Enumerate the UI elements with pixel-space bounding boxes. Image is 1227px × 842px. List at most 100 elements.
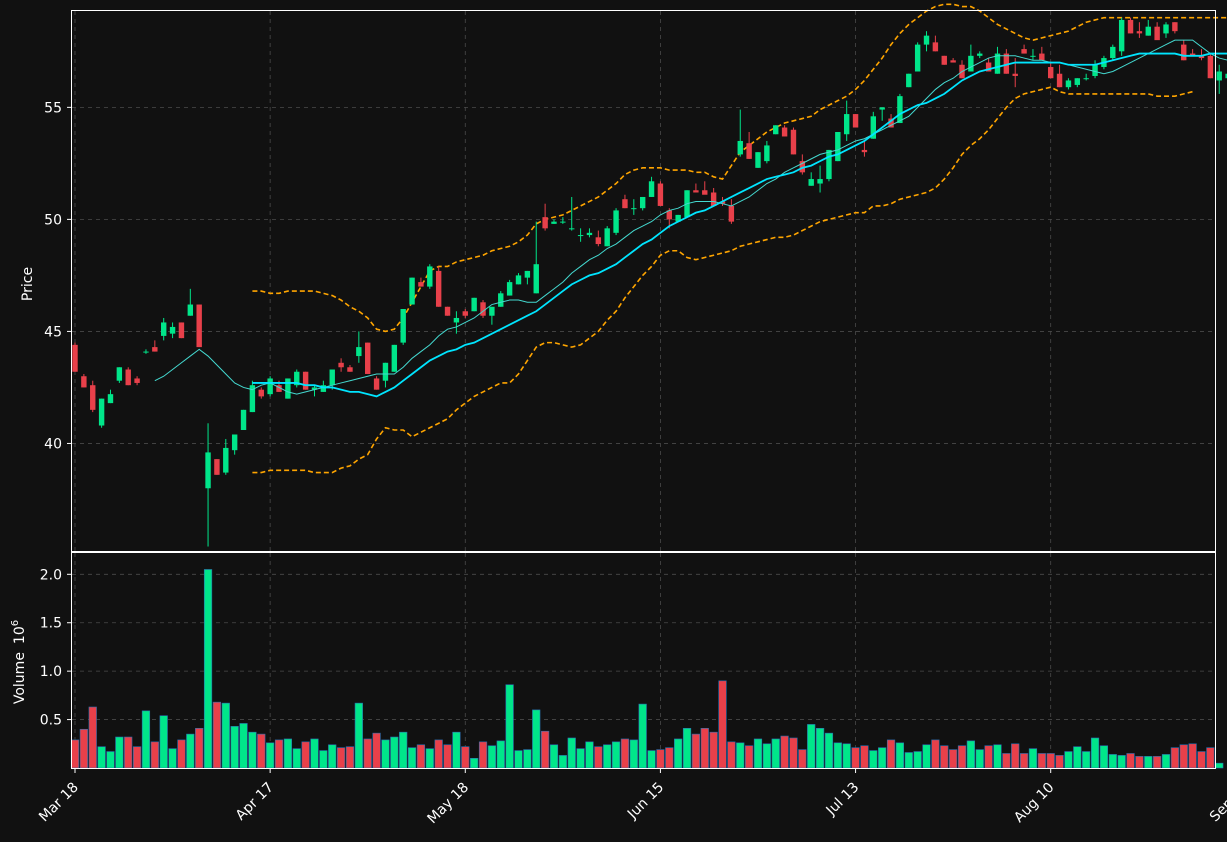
candle-body — [391, 344, 398, 372]
volume-bar — [372, 732, 381, 769]
candle-body — [1030, 55, 1036, 57]
candle — [72, 342, 78, 372]
candle-body — [134, 378, 140, 383]
candle-body — [223, 447, 229, 473]
volume-bar — [132, 746, 142, 769]
candle — [1163, 22, 1169, 38]
candle — [897, 93, 903, 124]
candle-body — [755, 152, 761, 168]
volume-bar — [195, 727, 204, 769]
volume-bar — [1002, 753, 1011, 769]
volume-bar — [736, 742, 745, 769]
candle — [329, 369, 335, 390]
volume-panel-frame — [71, 552, 1216, 769]
candle — [1198, 49, 1205, 61]
volume-axis-label: Volume 106 — [10, 620, 28, 704]
candle — [648, 176, 655, 197]
candle-body — [781, 127, 788, 137]
candle-body — [1065, 80, 1072, 88]
volume-bar — [878, 747, 887, 769]
candle-body — [1021, 49, 1027, 54]
candle-body — [897, 96, 903, 124]
candle — [773, 125, 779, 135]
candle-body — [231, 434, 238, 451]
volume-bar — [221, 702, 230, 769]
volume-tick-label: 0.5 — [40, 713, 62, 729]
candle — [382, 362, 389, 388]
candle-body — [693, 190, 699, 193]
candle — [435, 266, 442, 307]
moving-average-long-line — [252, 52, 1227, 398]
price-tick-label: 50 — [44, 212, 62, 228]
volume-bar — [541, 730, 550, 769]
candle-body — [737, 140, 743, 155]
candle-body — [506, 282, 513, 296]
candle — [817, 165, 823, 193]
candle-body — [994, 53, 1001, 74]
candle — [728, 199, 735, 224]
candle — [365, 342, 371, 374]
candle-body — [657, 183, 664, 206]
candle — [489, 306, 495, 325]
volume-bar — [674, 738, 683, 769]
volume-bar — [851, 747, 860, 769]
candle-body — [985, 62, 992, 72]
candle-body — [116, 367, 123, 381]
price-y-ticks: 40 45 50 55 — [44, 100, 72, 452]
volume-bar — [611, 741, 621, 769]
volume-bar — [1144, 756, 1153, 769]
volume-bar — [239, 723, 248, 769]
candle — [409, 277, 415, 305]
candle — [737, 109, 743, 157]
candle-body — [152, 347, 158, 352]
volume-bar — [88, 706, 97, 769]
volume-bar — [842, 743, 851, 769]
price-tick-label: 40 — [44, 436, 62, 452]
volume-bar — [824, 732, 834, 769]
candle — [258, 387, 264, 399]
candle-body — [72, 344, 78, 372]
candle-body — [373, 378, 380, 390]
volume-bar — [665, 747, 674, 769]
candle — [977, 51, 983, 59]
volume-bar — [532, 709, 541, 769]
candle-body — [1225, 73, 1227, 79]
volume-bar — [301, 741, 310, 769]
candle — [1074, 78, 1081, 88]
volume-scale-exponent: 6 — [10, 620, 21, 626]
candle — [1092, 60, 1098, 79]
volume-bar — [620, 738, 630, 769]
candle — [577, 228, 584, 242]
volume-bar — [292, 748, 301, 769]
candle — [373, 376, 380, 390]
candle-body — [382, 362, 389, 381]
candle-body — [400, 309, 406, 343]
volume-bar — [390, 736, 399, 769]
volume-bar — [310, 738, 319, 769]
volume-bar — [212, 701, 222, 769]
volume-bar — [558, 755, 567, 769]
volume-tick-label: 2.0 — [40, 567, 62, 583]
volume-bar — [1046, 753, 1055, 769]
candle-body — [125, 369, 131, 386]
volume-bar — [70, 739, 80, 769]
price-panel: 40 45 50 55 Price — [20, 3, 1227, 552]
candle-body — [870, 116, 876, 139]
candle — [1056, 64, 1063, 88]
candle — [1207, 53, 1214, 79]
candle — [639, 196, 646, 211]
volume-bar — [1011, 743, 1020, 769]
volume-bar — [789, 737, 798, 769]
candle — [356, 331, 362, 363]
volume-bar — [1099, 745, 1109, 769]
volume-bar — [691, 733, 700, 769]
volume-bar — [860, 745, 869, 769]
candle-body — [613, 210, 619, 233]
candle — [1110, 44, 1116, 61]
volume-bar — [904, 752, 913, 769]
candle — [755, 152, 761, 168]
candle — [205, 423, 211, 547]
volume-bar — [1188, 743, 1197, 769]
candle-body — [533, 264, 539, 294]
candle — [542, 203, 548, 231]
